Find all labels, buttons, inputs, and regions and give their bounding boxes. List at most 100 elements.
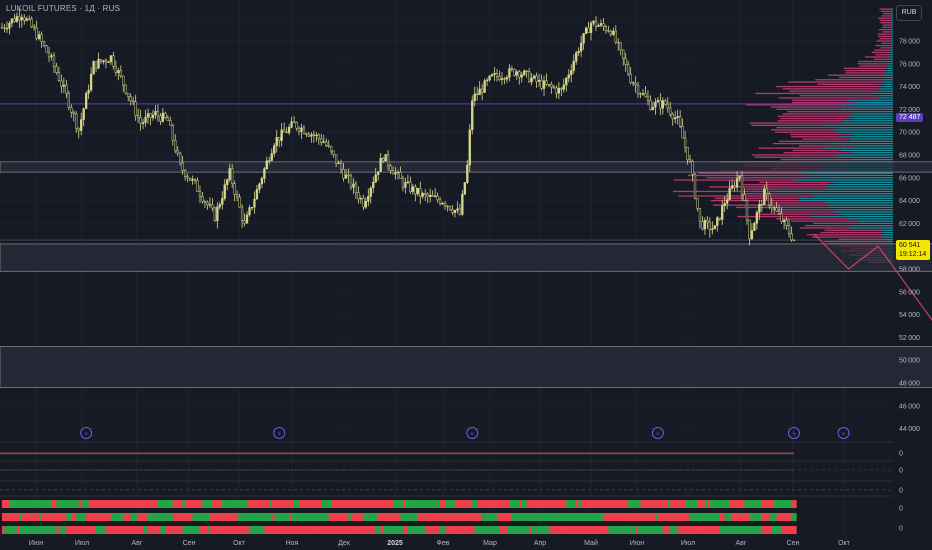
signal-strip-cell (576, 500, 579, 508)
candle-body (55, 66, 58, 73)
candle-body (127, 92, 130, 97)
vp-bar-buy (879, 90, 893, 92)
signal-strip-cell (29, 513, 32, 521)
signal-strip-cell (66, 513, 70, 521)
signal-strip-cell (95, 500, 99, 508)
signal-strip-cell (699, 500, 703, 508)
vp-bar-sell (776, 108, 843, 111)
dividend-icon[interactable] (80, 427, 93, 439)
signal-strip-cell (546, 500, 550, 508)
x-tick-label: Июн (630, 540, 644, 547)
candle-body (557, 87, 561, 94)
signal-strip-cell (618, 500, 621, 508)
signal-strip-cell (333, 513, 337, 521)
x-tick-label: Дек (338, 540, 351, 547)
candle-body (730, 185, 734, 189)
signal-strip-cell (204, 526, 208, 534)
vp-bar-sell (777, 120, 845, 122)
signal-strip-cell (697, 526, 701, 534)
candle-body (339, 162, 343, 170)
candle-body (706, 220, 709, 223)
signal-strip-cell (91, 500, 94, 508)
signal-strip-cell (286, 513, 290, 521)
support-zone[interactable] (0, 243, 932, 272)
signal-strip-cell (615, 500, 619, 508)
last-price-value: 60 541 (899, 242, 921, 249)
candle-body (787, 225, 791, 234)
signal-strip-cell (95, 526, 99, 534)
candle-body (8, 22, 11, 29)
dividend-icon[interactable] (466, 427, 479, 439)
signal-strip-cell (563, 513, 567, 521)
candle-body (461, 193, 464, 215)
vp-bar-sell (880, 47, 892, 49)
signal-strip-cell (81, 500, 84, 508)
signal-strip-cell (437, 500, 441, 508)
vp-bar-sell (878, 28, 891, 31)
projection-path[interactable] (813, 233, 932, 355)
signal-strip-cell (46, 526, 50, 534)
dividend-icon[interactable] (837, 427, 850, 439)
signal-strip-cell (786, 513, 790, 521)
signal-strip-cell (91, 513, 94, 521)
signal-strip-cell (383, 513, 386, 521)
candle-body (456, 208, 459, 211)
signal-strip-cell (212, 500, 216, 508)
vp-bar-sell (745, 188, 827, 190)
signal-strip-cell (538, 526, 542, 534)
dividend-icon[interactable] (651, 427, 664, 439)
signal-strip-cell (279, 526, 282, 534)
signal-strip-cell (729, 526, 733, 534)
signal-strip-cell (707, 526, 711, 534)
event-markers[interactable]: »»»» ϟ» (80, 427, 850, 439)
signal-strip-cell (444, 500, 448, 508)
signal-strip-cell (484, 526, 488, 534)
signal-strip-cell (48, 513, 52, 521)
signal-strip-cell (469, 526, 473, 534)
signal-strip-cell (251, 526, 255, 534)
signal-strip-cell (766, 500, 770, 508)
signal-strip-cell (390, 513, 394, 521)
signal-strip-cell (222, 513, 225, 521)
earnings-icon[interactable] (788, 427, 800, 439)
signal-strip-cell (388, 500, 391, 508)
candle-body (679, 116, 682, 127)
vp-bar-buy (848, 218, 893, 220)
vp-bar-buy (797, 197, 893, 199)
dividend-icon[interactable] (273, 427, 286, 439)
vp-bar-sell (772, 209, 835, 211)
signal-strip-cell (34, 513, 37, 521)
signal-strip-cell (1, 513, 5, 521)
candle-body (419, 188, 422, 197)
candle-body (77, 127, 80, 131)
signal-strip-cell (259, 500, 263, 508)
candle-body (92, 61, 95, 75)
signal-strip-cell (98, 526, 102, 534)
signal-strip-cell (749, 513, 753, 521)
signal-strip-cell (51, 513, 55, 521)
signal-strip-cell (311, 513, 315, 521)
currency-button[interactable]: RUB (896, 5, 922, 21)
signal-strip-cell (192, 526, 196, 534)
candle-body (164, 112, 167, 118)
signal-strip-cell (207, 500, 211, 508)
signal-strip-cell (410, 526, 414, 534)
support-zone[interactable] (0, 346, 932, 388)
signal-strip-cell (160, 500, 164, 508)
candle-body (362, 198, 365, 208)
candle-body (515, 71, 518, 76)
signal-strip-cell (21, 500, 25, 508)
support-zone[interactable] (0, 161, 932, 173)
event-glyph: » (656, 430, 660, 437)
vp-bar-buy (826, 188, 893, 190)
vp-bar-sell (772, 142, 829, 145)
signal-strip-cell (73, 526, 77, 534)
candle-body (0, 27, 4, 29)
candle-body (508, 68, 511, 78)
x-tick-label: Май (584, 539, 598, 547)
candle-body (483, 80, 486, 93)
vp-bar-sell (802, 138, 850, 140)
candle-body (297, 127, 301, 132)
signal-strip-cell (150, 500, 154, 508)
